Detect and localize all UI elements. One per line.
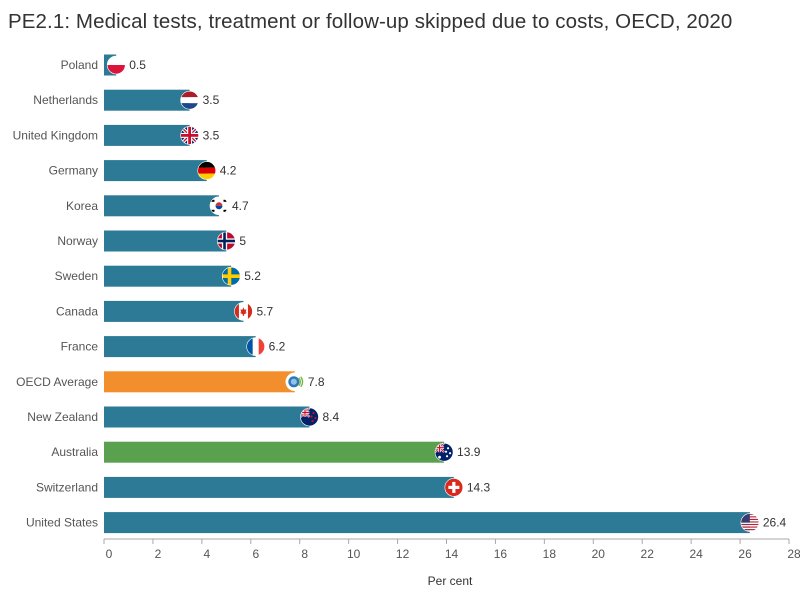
x-tick-label: 16 — [494, 547, 508, 561]
value-label: 7.8 — [308, 375, 325, 389]
x-tick-label: 10 — [347, 547, 361, 561]
category-label: United States — [26, 516, 98, 530]
bar — [104, 476, 454, 498]
value-label: 5.7 — [256, 304, 273, 318]
category-label: Germany — [49, 164, 98, 178]
flag-germany-icon — [197, 161, 217, 180]
bar — [104, 89, 190, 111]
category-label: Poland — [61, 58, 98, 72]
bar — [104, 124, 190, 146]
value-label: 6.2 — [269, 340, 286, 354]
chart-title: PE2.1: Medical tests, treatment or follo… — [8, 10, 733, 33]
flag-oecd-icon — [285, 372, 305, 392]
flag-australia-icon — [434, 442, 454, 462]
x-tick-label: 22 — [641, 547, 655, 561]
bar — [104, 300, 244, 322]
flag-netherlands-icon — [180, 90, 199, 110]
category-label: Korea — [66, 199, 98, 213]
bars-layer: Poland 0.5 Netherlands 3.5 United Kingdom 3.5… — [13, 54, 787, 534]
bar — [104, 512, 750, 534]
value-label: 5 — [239, 234, 246, 248]
bar — [104, 160, 207, 182]
flag-korea-icon — [209, 196, 229, 216]
category-label: Australia — [51, 445, 98, 459]
category-label: France — [61, 340, 99, 354]
category-label: United Kingdom — [13, 128, 98, 142]
x-tick-label: 12 — [396, 547, 410, 561]
bar — [104, 336, 256, 358]
flag-usa-icon — [740, 513, 760, 532]
x-tick-label: 8 — [301, 547, 308, 561]
value-label: 8.4 — [323, 410, 340, 424]
bar — [104, 230, 227, 252]
x-tick-label: 14 — [445, 547, 459, 561]
x-tick-label: 20 — [592, 547, 606, 561]
x-tick-label: 6 — [252, 547, 259, 561]
category-label: Switzerland — [36, 480, 98, 494]
bar — [104, 441, 445, 463]
x-axis-title: Per cent — [428, 574, 473, 588]
value-label: 13.9 — [457, 445, 481, 459]
flag-sweden-icon — [221, 266, 241, 286]
bar — [104, 195, 219, 217]
x-tick-label: 4 — [204, 547, 211, 561]
bar — [104, 265, 232, 287]
value-label: 5.2 — [244, 269, 261, 283]
x-tick-label: 18 — [543, 547, 557, 561]
category-label: OECD Average — [16, 375, 98, 389]
category-label: Netherlands — [33, 93, 98, 107]
category-label: New Zealand — [27, 410, 98, 424]
category-label: Sweden — [55, 269, 98, 283]
category-label: Canada — [56, 304, 98, 318]
flag-uk-icon — [180, 126, 199, 145]
x-tick-label: 28 — [787, 547, 800, 561]
value-label: 4.2 — [220, 164, 237, 178]
x-tick-label: 24 — [689, 547, 703, 561]
flag-poland-icon — [106, 55, 126, 75]
value-label: 26.4 — [763, 516, 787, 530]
value-label: 0.5 — [129, 58, 146, 72]
bar — [104, 406, 310, 428]
value-label: 14.3 — [467, 480, 491, 494]
value-label: 4.7 — [232, 199, 249, 213]
x-tick-label: 0 — [106, 547, 113, 561]
flag-canada-icon — [234, 302, 253, 321]
flag-norway-icon — [217, 231, 236, 251]
value-label: 3.5 — [203, 128, 220, 142]
x-tick-label: 26 — [738, 547, 752, 561]
x-tick-label: 2 — [155, 547, 162, 561]
flag-new-zealand-icon — [300, 407, 319, 427]
value-label: 3.5 — [203, 93, 220, 107]
flag-france-icon — [246, 337, 265, 356]
category-label: Norway — [57, 234, 98, 248]
bar — [104, 371, 295, 393]
flag-switzerland-icon — [444, 478, 464, 497]
